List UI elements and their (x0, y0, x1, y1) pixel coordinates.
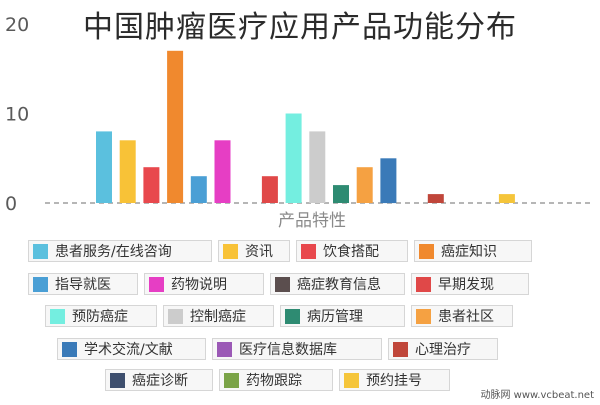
legend-label: 药物跟踪 (246, 373, 302, 389)
legend-item: 医疗信息数据库 (212, 338, 382, 360)
legend-label: 早期发现 (438, 277, 494, 293)
y-tick-label: 20 (5, 14, 29, 36)
legend-swatch (275, 276, 290, 292)
legend-item: 控制癌症 (163, 305, 274, 327)
legend-item: 癌症诊断 (105, 369, 213, 391)
legend-item: 患者服务/在线咨询 (28, 240, 212, 262)
legend-label: 癌症教育信息 (297, 277, 381, 293)
legend-label: 资讯 (245, 244, 273, 260)
legend-item: 心理治疗 (388, 338, 498, 360)
legend-swatch (168, 308, 183, 324)
legend-item: 预约挂号 (339, 369, 450, 391)
bar-11 (356, 167, 373, 203)
y-tick-label: 0 (5, 193, 17, 215)
legend-label: 控制癌症 (190, 309, 246, 325)
legend-item: 患者社区 (411, 305, 513, 327)
bar-12 (380, 158, 397, 204)
legend-label: 病历管理 (307, 309, 363, 325)
bar-14 (427, 194, 444, 203)
legend-item: 病历管理 (280, 305, 405, 327)
legend-swatch (416, 276, 431, 292)
legend-swatch (50, 308, 65, 324)
legend-label: 预防癌症 (72, 309, 128, 325)
legend-label: 预约挂号 (366, 373, 422, 389)
legend-label: 癌症知识 (441, 244, 497, 260)
bar-8 (285, 113, 302, 203)
legend-label: 医疗信息数据库 (239, 342, 337, 358)
bar-17 (498, 194, 515, 203)
legend-swatch (224, 372, 239, 388)
legend-swatch (393, 341, 408, 357)
legend-item: 癌症知识 (414, 240, 532, 262)
legend-swatch (62, 341, 77, 357)
legend-item: 指导就医 (28, 273, 138, 295)
legend-item: 饮食搭配 (296, 240, 408, 262)
legend-swatch (344, 372, 359, 388)
legend-swatch (33, 243, 48, 259)
chart-title: 中国肿瘤医疗应用产品功能分布 (83, 10, 517, 45)
bar-5 (214, 140, 231, 203)
legend-label: 患者服务/在线咨询 (55, 244, 172, 260)
legend-swatch (419, 243, 434, 259)
legend-swatch (416, 308, 431, 324)
legend-swatch (110, 372, 125, 388)
legend-label: 患者社区 (438, 309, 494, 325)
legend-swatch (33, 276, 48, 292)
x-axis-label: 产品特性 (278, 211, 346, 231)
bar-2 (143, 167, 160, 203)
bar-4 (190, 176, 207, 203)
bar-9 (309, 131, 326, 203)
legend-item: 药物跟踪 (219, 369, 333, 391)
legend-label: 心理治疗 (415, 342, 471, 358)
legend-label: 饮食搭配 (323, 244, 379, 260)
legend-item: 资讯 (218, 240, 290, 262)
bar-7 (261, 176, 278, 203)
legend-label: 癌症诊断 (132, 373, 188, 389)
legend-label: 指导就医 (55, 277, 111, 293)
legend-item: 预防癌症 (45, 305, 157, 327)
legend-label: 药物说明 (171, 277, 227, 293)
watermark: 动脉网 www.vcbeat.net (480, 390, 594, 401)
legend-swatch (149, 276, 164, 292)
legend-label: 学术交流/文献 (84, 342, 173, 358)
legend-swatch (223, 243, 238, 259)
legend-swatch (301, 243, 316, 259)
legend-swatch (217, 341, 232, 357)
bar-10 (333, 185, 349, 203)
bar-0 (96, 131, 112, 203)
legend-item: 药物说明 (144, 273, 264, 295)
y-tick-label: 10 (5, 104, 29, 126)
bar-1 (119, 140, 136, 203)
legend-item: 早期发现 (411, 273, 529, 295)
legend-item: 学术交流/文献 (57, 338, 206, 360)
legend-swatch (285, 308, 300, 324)
legend-item: 癌症教育信息 (270, 273, 405, 295)
bar-3 (167, 50, 184, 203)
